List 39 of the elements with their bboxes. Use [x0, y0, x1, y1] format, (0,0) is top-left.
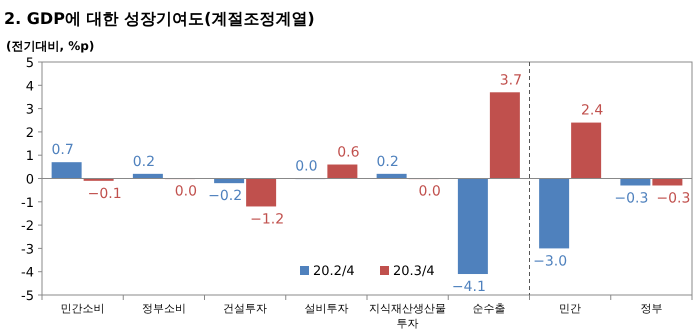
x-tick-label: 민간소비 [60, 302, 105, 315]
data-label: 0.0 [174, 184, 198, 200]
y-tick-label: -2 [21, 219, 34, 234]
data-label: 0.6 [337, 144, 360, 161]
y-tick-label: -3 [21, 242, 34, 258]
data-label: 2.4 [580, 102, 604, 119]
data-label: 0.2 [132, 154, 156, 170]
y-tick-label: -5 [21, 289, 34, 304]
y-tick-label: 2 [26, 126, 34, 141]
y-tick-label: 1 [26, 149, 34, 164]
x-tick-label: 정부 [640, 302, 662, 315]
x-tick-label: 정부소비 [142, 302, 186, 315]
legend-label: 20.3/4 [393, 264, 435, 279]
chart-title: 2. GDP에 대한 성장기여도(계절조정계열) [4, 9, 315, 28]
legend-label: 20.2/4 [313, 264, 355, 279]
chart-subtitle: (전기대비, %p) [6, 39, 94, 53]
y-tick-label: 5 [26, 56, 34, 71]
data-label: 3.7 [500, 72, 522, 88]
x-tick-label: 건설투자 [223, 302, 268, 315]
data-label: 0.0 [418, 184, 441, 200]
data-label: −0.3 [614, 190, 648, 206]
x-tick-label: 민간 [559, 302, 582, 315]
data-label: 0.2 [376, 154, 399, 170]
data-label: 0.0 [295, 158, 318, 174]
data-label: −3.0 [533, 253, 568, 270]
y-tick-label: 4 [26, 79, 34, 94]
y-tick-label: -4 [21, 266, 34, 281]
data-label: −0.2 [208, 188, 242, 204]
y-tick-label: -1 [21, 196, 34, 211]
x-tick-label: 순수출 [472, 302, 506, 315]
data-label: −4.1 [452, 279, 486, 296]
data-label: −0.3 [656, 190, 690, 206]
x-tick-label: 설비투자 [304, 302, 348, 315]
data-label: −1.2 [250, 211, 284, 228]
data-label: −0.1 [88, 186, 122, 202]
y-tick-label: 0 [26, 172, 34, 188]
data-label: 0.7 [51, 142, 74, 158]
x-tick-label: 지식재산생산물 투자 [369, 302, 446, 330]
y-tick-label: 3 [26, 102, 34, 118]
